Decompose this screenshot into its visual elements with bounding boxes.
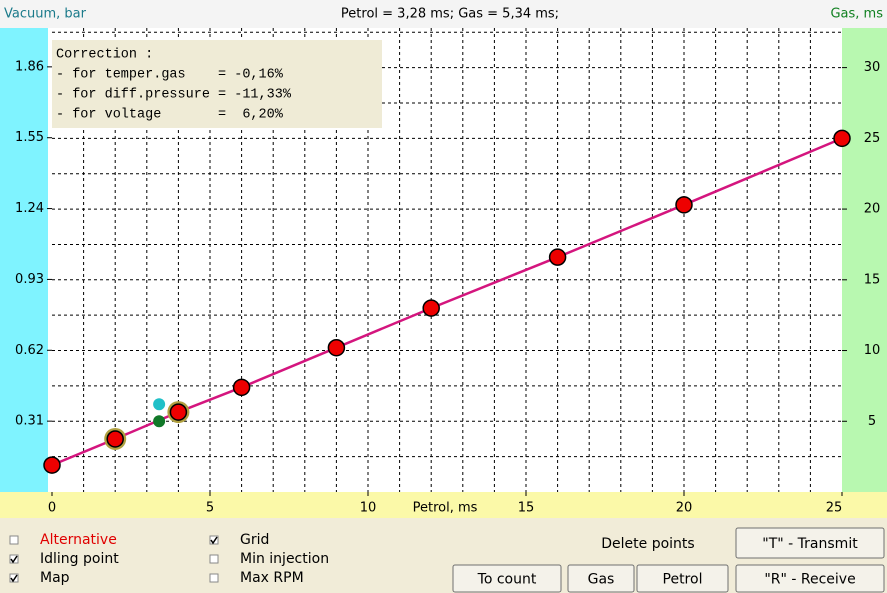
correction-box bbox=[52, 40, 382, 128]
checkbox-label[interactable]: Idling point bbox=[40, 551, 119, 567]
y2-tick-label: 0.62 bbox=[15, 343, 44, 358]
x-axis-panel bbox=[0, 492, 887, 518]
button[interactable] bbox=[735, 527, 885, 559]
y-tick-label: 5 bbox=[868, 414, 876, 429]
point[interactable] bbox=[43, 456, 61, 474]
marker bbox=[153, 398, 166, 411]
x-tick-label: 15 bbox=[518, 501, 535, 516]
right-axis-panel bbox=[842, 28, 887, 492]
point[interactable] bbox=[232, 378, 251, 397]
y2-tick-label: 0.31 bbox=[15, 414, 44, 429]
checkmark bbox=[210, 536, 218, 545]
y2-tick-label: 1.24 bbox=[15, 201, 44, 216]
top-bar bbox=[0, 0, 887, 28]
x-axis-label: Petrol, ms bbox=[413, 501, 478, 516]
checkbox-label[interactable]: Map bbox=[40, 570, 70, 586]
button-label[interactable]: "T" - Transmit bbox=[762, 536, 858, 552]
checkbox-label[interactable]: Max RPM bbox=[240, 570, 304, 586]
right-axis-title: Gas, ms bbox=[830, 7, 883, 22]
x-tick-label: 20 bbox=[676, 501, 693, 516]
button-label[interactable]: To count bbox=[477, 572, 537, 588]
y2-tick-label: 0.93 bbox=[15, 272, 44, 287]
point[interactable] bbox=[422, 299, 440, 317]
y2-tick-label: 1.55 bbox=[15, 130, 44, 145]
correction-title: Correction : bbox=[56, 48, 153, 63]
left-axis-panel bbox=[0, 28, 48, 492]
checkbox[interactable] bbox=[9, 573, 19, 583]
y-tick-label: 15 bbox=[864, 272, 881, 287]
status: Petrol = 3,28 ms; Gas = 5,34 ms; bbox=[341, 7, 559, 22]
button-label[interactable]: Gas bbox=[588, 572, 615, 588]
correction-line: - for temper.gas = -0,16% bbox=[56, 68, 284, 83]
checkbox[interactable] bbox=[209, 535, 219, 545]
point[interactable] bbox=[327, 338, 346, 357]
button[interactable] bbox=[452, 564, 562, 593]
point[interactable] bbox=[106, 430, 124, 448]
button[interactable] bbox=[567, 564, 635, 593]
button-label[interactable]: Petrol bbox=[663, 572, 703, 588]
checkbox[interactable] bbox=[9, 535, 19, 545]
x-tick-label: 25 bbox=[826, 501, 843, 516]
point[interactable] bbox=[675, 196, 693, 214]
checkbox-label[interactable]: Min injection bbox=[240, 551, 329, 567]
y-tick-label: 30 bbox=[864, 60, 881, 75]
point[interactable] bbox=[548, 248, 567, 266]
checkmark bbox=[10, 574, 18, 583]
x-tick-label: 5 bbox=[206, 501, 214, 516]
point[interactable] bbox=[833, 129, 851, 148]
button[interactable] bbox=[636, 564, 729, 593]
y-tick-label: 10 bbox=[864, 343, 881, 358]
y2-tick-label: 1.86 bbox=[15, 59, 44, 74]
checkbox[interactable] bbox=[209, 573, 219, 583]
checkbox-label[interactable]: Grid bbox=[240, 532, 269, 548]
marker bbox=[153, 415, 166, 428]
checkmark bbox=[10, 555, 18, 564]
correction-line: - for voltage = 6,20% bbox=[56, 108, 284, 123]
button[interactable] bbox=[735, 564, 885, 593]
left-axis-title: Vacuum, bar bbox=[4, 7, 87, 22]
x-tick-label: 10 bbox=[360, 501, 377, 516]
point[interactable] bbox=[169, 403, 188, 421]
delete-label: Delete points bbox=[601, 536, 694, 552]
checkbox[interactable] bbox=[209, 554, 219, 564]
button-label[interactable]: "R" - Receive bbox=[764, 572, 855, 588]
correction-line: - for diff.pressure = -11,33% bbox=[56, 88, 292, 103]
y-tick-label: 20 bbox=[864, 202, 881, 217]
y-tick-label: 25 bbox=[864, 131, 881, 146]
checkbox-label[interactable]: Alternative bbox=[40, 532, 117, 548]
x-tick-label: 0 bbox=[48, 501, 56, 516]
checkbox[interactable] bbox=[9, 554, 19, 564]
